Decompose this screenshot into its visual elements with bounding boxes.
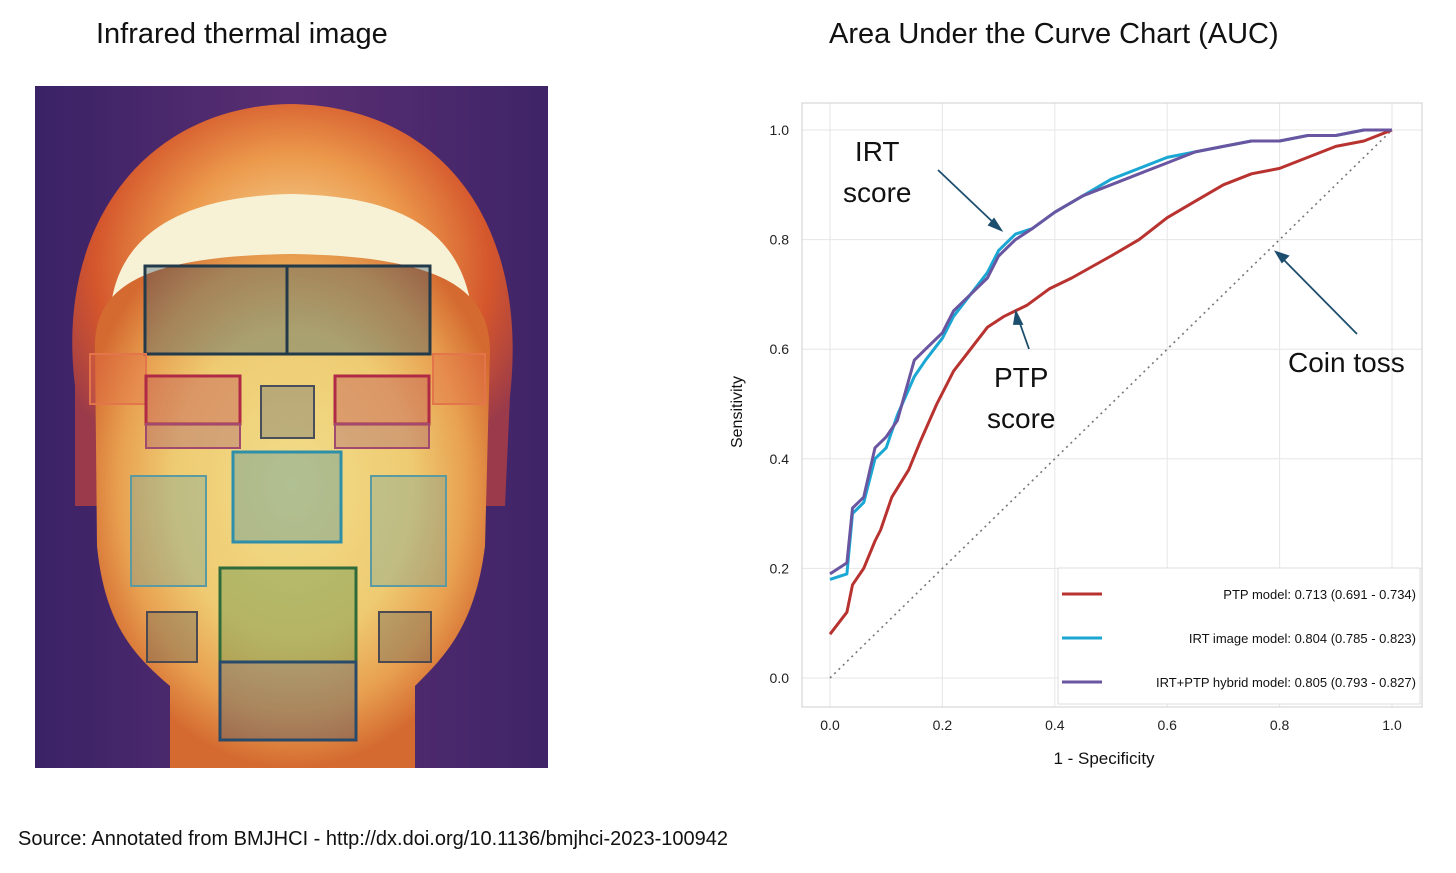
ptp-annotation-line2: score bbox=[987, 403, 1056, 434]
source-citation: Source: Annotated from BMJHCI - http://d… bbox=[18, 828, 729, 850]
annotation-arrows bbox=[937, 169, 1358, 350]
ptp-annotation-line1: PTP bbox=[994, 362, 1049, 393]
x-tick-label: 0.0 bbox=[820, 717, 840, 733]
y-tick-label: 0.0 bbox=[770, 670, 790, 686]
ptp-score-annotation: PTP score bbox=[987, 357, 1055, 439]
roi-temple-left bbox=[89, 353, 147, 405]
roi-temple-right bbox=[432, 353, 486, 405]
irt-arrow bbox=[937, 169, 998, 227]
x-tick-label: 0.8 bbox=[1270, 717, 1290, 733]
y-tick-label: 0.6 bbox=[770, 341, 790, 357]
x-tick-label: 0.2 bbox=[933, 717, 953, 733]
irt-arrowhead bbox=[987, 217, 1004, 232]
legend-hybrid: IRT+PTP hybrid model: 0.805 (0.793 - 0.8… bbox=[1062, 675, 1416, 690]
legend-label: IRT image model: 0.804 (0.785 - 0.823) bbox=[1189, 631, 1416, 646]
auc-chart-title: Area Under the Curve Chart (AUC) bbox=[829, 18, 1279, 50]
coin-toss-arrowhead bbox=[1273, 250, 1290, 264]
roi-jaw-left bbox=[146, 611, 198, 663]
coin-toss-arrow bbox=[1279, 255, 1358, 335]
coin-toss-annotation: Coin toss bbox=[1288, 347, 1405, 378]
thermal-face bbox=[95, 254, 490, 768]
roi-forehead-right bbox=[285, 264, 432, 356]
roi-cheek-left bbox=[130, 475, 207, 587]
roi-cheek-right bbox=[370, 475, 447, 587]
thermal-image-title: Infrared thermal image bbox=[96, 18, 388, 50]
y-tick-label: 0.8 bbox=[770, 232, 790, 248]
roi-chin bbox=[218, 660, 358, 742]
y-tick-label: 0.4 bbox=[770, 451, 790, 467]
roi-under-eye-left bbox=[145, 423, 241, 449]
x-tick-label: 1.0 bbox=[1382, 717, 1402, 733]
irt-annotation-line2: score bbox=[843, 177, 912, 208]
legend-label: IRT+PTP hybrid model: 0.805 (0.793 - 0.8… bbox=[1156, 675, 1416, 690]
plot-frame bbox=[801, 102, 1423, 708]
coin-toss-reference-line bbox=[829, 129, 1393, 679]
y-axis-label: Sensitivity bbox=[729, 376, 746, 448]
y-tick-label: 1.0 bbox=[770, 122, 790, 138]
roi-under-eye-right bbox=[334, 423, 430, 449]
hybrid-roc-curve bbox=[829, 128, 1392, 576]
legend-irt: IRT image model: 0.804 (0.785 - 0.823) bbox=[1062, 631, 1416, 646]
legend: PTP model: 0.713 (0.691 - 0.734) IRT imag… bbox=[1057, 567, 1421, 705]
roi-eye-left bbox=[144, 374, 242, 426]
irt-score-annotation: IRT score bbox=[843, 131, 911, 213]
y-tick-label: 0.2 bbox=[770, 560, 790, 576]
x-tick-label: 0.6 bbox=[1157, 717, 1177, 733]
ptp-arrowhead bbox=[1012, 309, 1024, 325]
legend-ptp: PTP model: 0.713 (0.691 - 0.734) bbox=[1062, 587, 1416, 602]
roi-forehead-left bbox=[143, 264, 289, 356]
x-tick-label: 0.4 bbox=[1045, 717, 1065, 733]
roi-eye-right bbox=[333, 374, 431, 426]
legend-label: PTP model: 0.713 (0.691 - 0.734) bbox=[1223, 587, 1416, 602]
roi-jaw-right bbox=[378, 611, 432, 663]
irt-annotation-line1: IRT bbox=[854, 136, 900, 167]
x-axis-label: 1 - Specificity bbox=[1053, 749, 1155, 768]
roc-chart: 0.0 0.2 0.4 0.6 0.8 1.0 0.0 0.2 0.4 0.6 0.8 1.0 1 -… bbox=[729, 102, 1423, 768]
roi-nose bbox=[231, 450, 343, 544]
roi-nose-bridge bbox=[260, 385, 315, 439]
legend-box bbox=[1057, 567, 1421, 705]
infrared-thermal-image bbox=[35, 86, 548, 768]
roi-mouth bbox=[218, 566, 358, 664]
